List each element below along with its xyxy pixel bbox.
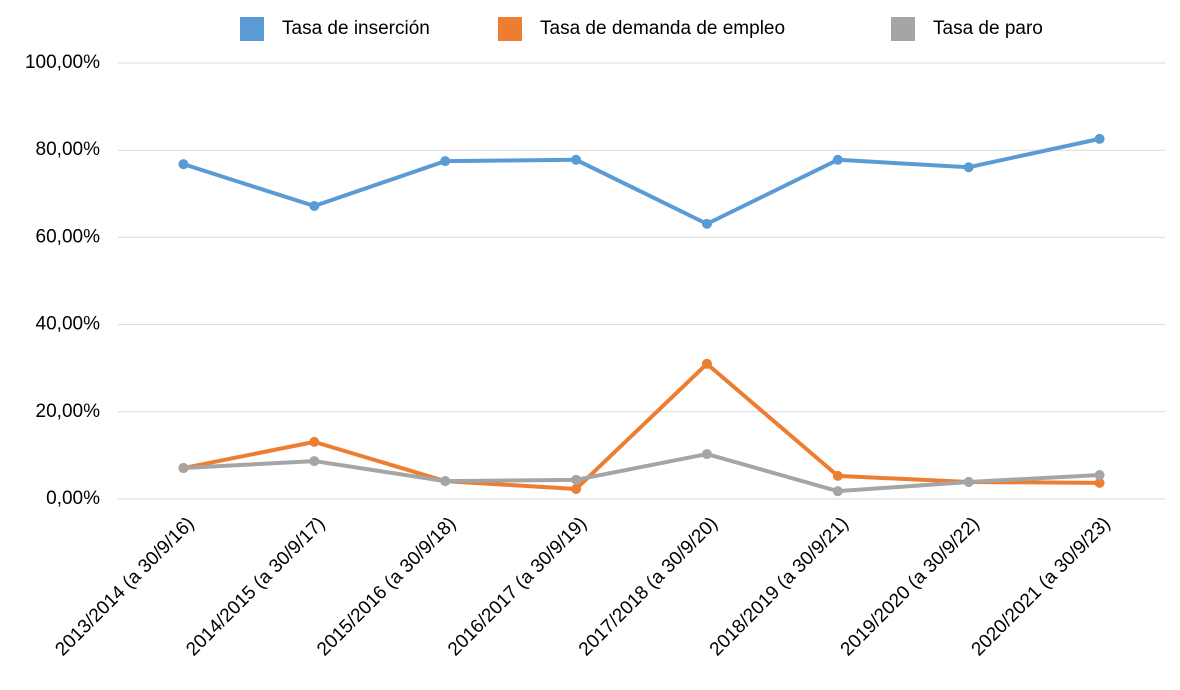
data-point	[832, 486, 843, 497]
data-point	[440, 156, 451, 167]
data-point	[1094, 470, 1105, 481]
data-point	[571, 474, 582, 485]
data-point	[701, 449, 712, 460]
legend-label: Tasa de inserción	[282, 18, 430, 39]
legend-swatch	[240, 17, 264, 41]
data-point	[701, 358, 712, 369]
y-tick-label: 80,00%	[36, 139, 101, 160]
data-point	[1094, 133, 1105, 144]
y-tick-label: 100,00%	[25, 52, 100, 73]
data-point	[701, 218, 712, 229]
data-point	[178, 463, 189, 474]
data-point	[178, 159, 189, 170]
data-point	[1094, 477, 1105, 488]
y-tick-label: 60,00%	[36, 226, 101, 247]
legend-label: Tasa de paro	[933, 18, 1043, 39]
x-tick-label: 2014/2015 (a 30/9/17)	[182, 513, 329, 660]
series-line	[183, 361, 1100, 491]
y-tick-label: 0,00%	[46, 488, 100, 509]
x-tick-label: 2017/2018 (a 30/9/20)	[575, 513, 722, 660]
legend-swatch	[891, 17, 915, 41]
data-point	[832, 470, 843, 481]
x-tick-label: 2013/2014 (a 30/9/16)	[51, 513, 198, 660]
x-tick-label: 2015/2016 (a 30/9/18)	[313, 513, 460, 660]
x-tick-label: 2016/2017 (a 30/9/19)	[444, 513, 591, 660]
series-line	[183, 452, 1100, 494]
data-point	[309, 456, 320, 467]
x-tick-label: 2020/2021 (a 30/9/23)	[968, 513, 1115, 660]
legend-label: Tasa de demanda de empleo	[540, 18, 785, 39]
series-line	[182, 136, 1100, 226]
data-point	[309, 436, 320, 447]
data-point	[571, 483, 582, 494]
y-tick-label: 40,00%	[36, 314, 101, 335]
x-tick-label: 2019/2020 (a 30/9/22)	[837, 513, 984, 660]
x-tick-label: 2018/2019 (a 30/9/21)	[706, 513, 853, 660]
data-point	[571, 154, 582, 165]
y-tick-label: 20,00%	[36, 401, 101, 422]
data-point	[309, 201, 320, 212]
data-point	[440, 476, 451, 487]
data-point	[963, 476, 974, 487]
data-point	[963, 162, 974, 173]
legend-swatch	[498, 17, 522, 41]
data-point	[832, 154, 843, 165]
